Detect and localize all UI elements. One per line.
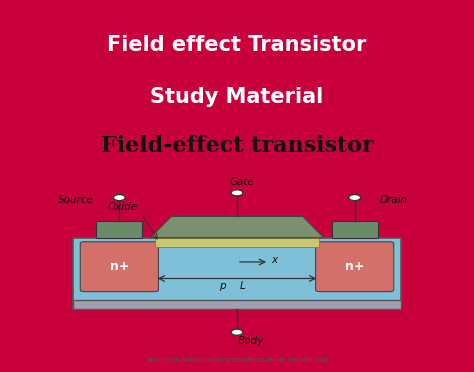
Polygon shape — [150, 217, 324, 238]
Circle shape — [231, 329, 243, 335]
Circle shape — [349, 195, 361, 201]
Text: L: L — [239, 281, 245, 291]
FancyBboxPatch shape — [80, 242, 158, 292]
Text: p: p — [219, 281, 226, 291]
Circle shape — [231, 190, 243, 196]
Text: Drain: Drain — [380, 195, 408, 205]
Text: Gate: Gate — [229, 177, 254, 187]
Text: x: x — [271, 254, 277, 264]
Text: Oxide: Oxide — [108, 202, 138, 212]
Text: Source: Source — [58, 195, 94, 205]
Text: Body: Body — [237, 337, 264, 346]
FancyBboxPatch shape — [73, 238, 401, 309]
Text: Field effect Transistor: Field effect Transistor — [107, 35, 367, 55]
FancyBboxPatch shape — [332, 221, 378, 238]
Text: n+: n+ — [345, 260, 365, 273]
Text: n+: n+ — [109, 260, 129, 273]
Circle shape — [113, 195, 125, 201]
FancyBboxPatch shape — [96, 221, 142, 238]
Text: https://en.wikipedia.org/wiki/File:Lateral_mosfet.svg: https://en.wikipedia.org/wiki/File:Later… — [146, 356, 328, 363]
FancyBboxPatch shape — [73, 299, 401, 309]
Text: Study Material: Study Material — [150, 87, 324, 107]
Text: Field-effect transistor: Field-effect transistor — [100, 135, 374, 157]
FancyBboxPatch shape — [316, 242, 394, 292]
FancyBboxPatch shape — [155, 238, 319, 247]
